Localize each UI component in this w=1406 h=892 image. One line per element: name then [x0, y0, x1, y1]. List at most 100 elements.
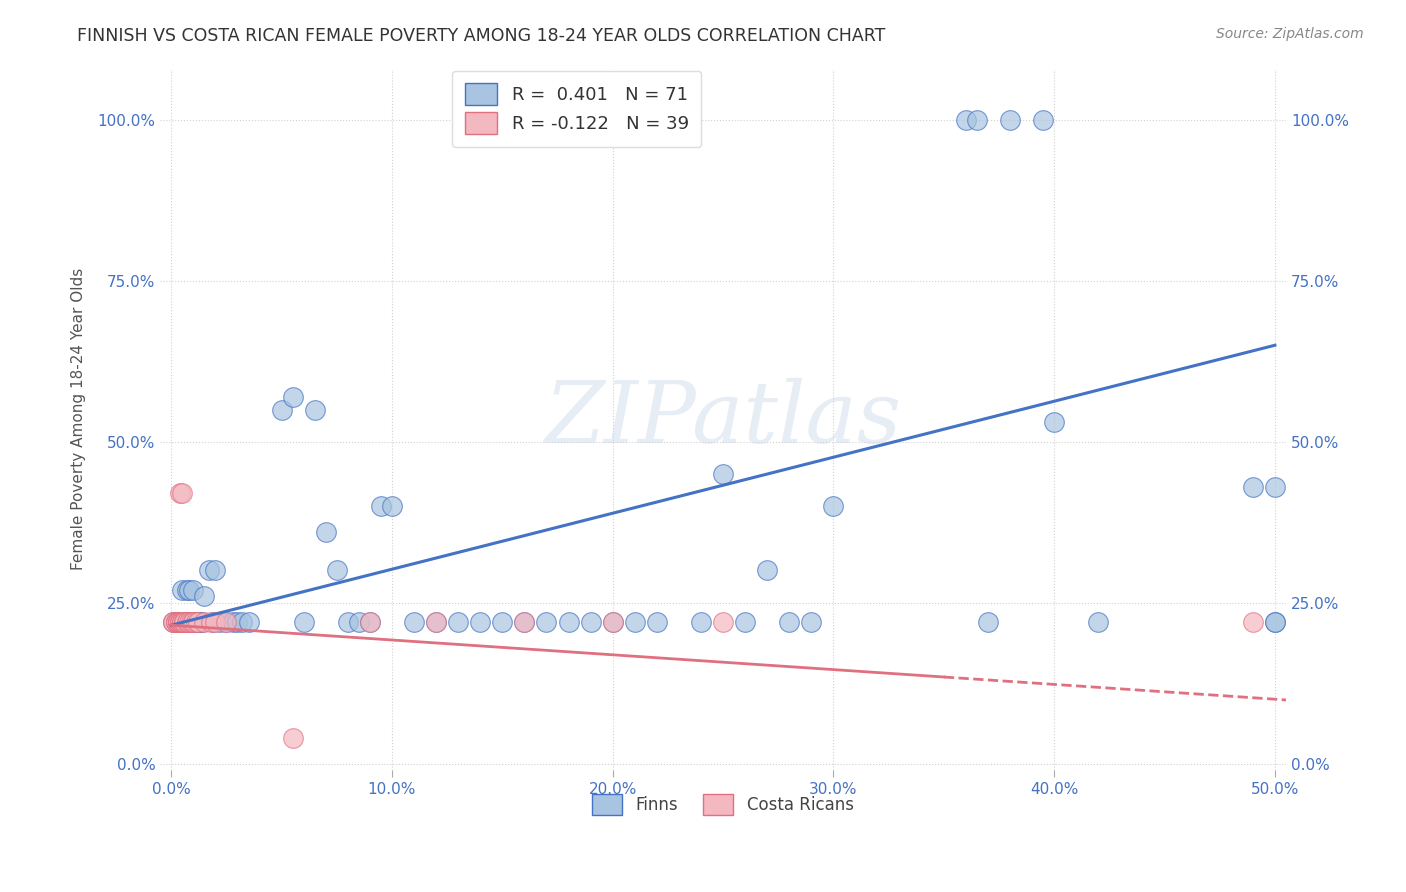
- Point: [1032, 113, 1054, 128]
- Point: [176, 615, 198, 629]
- Point: [222, 615, 245, 629]
- Point: [425, 615, 447, 629]
- Point: [167, 615, 190, 629]
- Point: [197, 564, 219, 578]
- Point: [491, 615, 513, 629]
- Point: [1264, 615, 1286, 629]
- Point: [1241, 615, 1264, 629]
- Text: ZIPatlas: ZIPatlas: [544, 378, 901, 460]
- Point: [800, 615, 823, 629]
- Point: [167, 615, 190, 629]
- Point: [231, 615, 253, 629]
- Point: [602, 615, 624, 629]
- Point: [281, 390, 304, 404]
- Point: [381, 499, 404, 513]
- Point: [823, 499, 845, 513]
- Point: [191, 615, 214, 629]
- Point: [425, 615, 447, 629]
- Point: [193, 589, 215, 603]
- Point: [172, 582, 194, 597]
- Point: [1264, 615, 1286, 629]
- Point: [402, 615, 425, 629]
- Point: [966, 113, 988, 128]
- Point: [711, 467, 734, 481]
- Point: [734, 615, 756, 629]
- Point: [172, 615, 194, 629]
- Point: [557, 615, 579, 629]
- Point: [645, 615, 668, 629]
- Point: [181, 615, 204, 629]
- Point: [188, 615, 211, 629]
- Point: [162, 615, 184, 629]
- Point: [977, 615, 1000, 629]
- Point: [347, 615, 370, 629]
- Point: [181, 615, 204, 629]
- Point: [204, 564, 226, 578]
- Point: [193, 615, 215, 629]
- Point: [187, 615, 209, 629]
- Point: [184, 615, 207, 629]
- Point: [167, 615, 190, 629]
- Point: [172, 486, 194, 500]
- Point: [167, 615, 190, 629]
- Point: [238, 615, 260, 629]
- Point: [1241, 480, 1264, 494]
- Point: [173, 615, 195, 629]
- Point: [167, 615, 190, 629]
- Point: [536, 615, 558, 629]
- Point: [215, 615, 238, 629]
- Point: [172, 615, 194, 629]
- Point: [315, 524, 337, 539]
- Point: [998, 113, 1021, 128]
- Point: [177, 582, 200, 597]
- Point: [326, 564, 349, 578]
- Point: [579, 615, 602, 629]
- Text: FINNISH VS COSTA RICAN FEMALE POVERTY AMONG 18-24 YEAR OLDS CORRELATION CHART: FINNISH VS COSTA RICAN FEMALE POVERTY AM…: [77, 27, 886, 45]
- Point: [513, 615, 536, 629]
- Point: [172, 615, 194, 629]
- Point: [202, 615, 225, 629]
- Text: Source: ZipAtlas.com: Source: ZipAtlas.com: [1216, 27, 1364, 41]
- Point: [304, 402, 326, 417]
- Point: [513, 615, 536, 629]
- Point: [176, 582, 198, 597]
- Point: [359, 615, 381, 629]
- Point: [226, 615, 249, 629]
- Point: [359, 615, 381, 629]
- Point: [1264, 480, 1286, 494]
- Point: [177, 615, 200, 629]
- Point: [336, 615, 359, 629]
- Point: [165, 615, 187, 629]
- Point: [208, 615, 231, 629]
- Point: [176, 615, 198, 629]
- Point: [690, 615, 713, 629]
- Point: [162, 615, 184, 629]
- Point: [187, 615, 209, 629]
- Point: [215, 615, 238, 629]
- Point: [711, 615, 734, 629]
- Point: [1043, 416, 1066, 430]
- Point: [602, 615, 624, 629]
- Y-axis label: Female Poverty Among 18-24 Year Olds: Female Poverty Among 18-24 Year Olds: [72, 268, 86, 570]
- Point: [955, 113, 977, 128]
- Point: [169, 615, 191, 629]
- Point: [184, 615, 207, 629]
- Point: [447, 615, 470, 629]
- Point: [169, 615, 191, 629]
- Point: [173, 615, 195, 629]
- Point: [165, 615, 187, 629]
- Point: [180, 615, 202, 629]
- Point: [200, 615, 222, 629]
- Point: [180, 615, 202, 629]
- Point: [165, 615, 187, 629]
- Point: [173, 615, 195, 629]
- Point: [1087, 615, 1109, 629]
- Point: [778, 615, 800, 629]
- Point: [172, 615, 194, 629]
- Point: [169, 615, 191, 629]
- Point: [177, 615, 200, 629]
- Point: [370, 499, 392, 513]
- Point: [756, 564, 779, 578]
- Point: [169, 486, 191, 500]
- Point: [470, 615, 492, 629]
